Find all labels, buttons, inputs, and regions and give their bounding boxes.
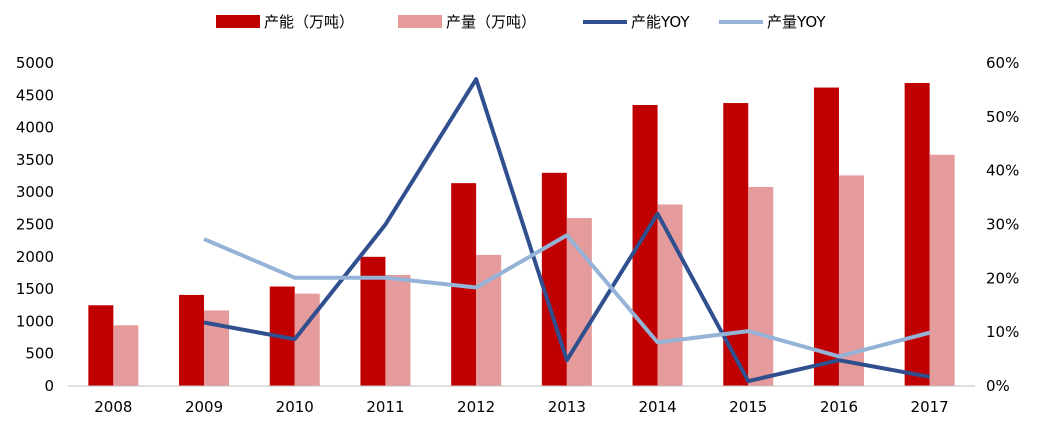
legend-item: 产量YOY <box>719 13 826 31</box>
y-left-tick: 2000 <box>16 248 54 266</box>
y-left-tick: 2500 <box>16 216 54 234</box>
line-output-yoy <box>203 233 931 359</box>
bar-capacity-2017 <box>904 83 930 386</box>
x-tick-label: 2017 <box>911 398 949 416</box>
y-left-tick: 4000 <box>16 119 54 137</box>
x-axis: 2008 2009 2010 2011 2012 2013 2014 2015 2016 2017 <box>94 398 948 416</box>
x-tick-label: 2011 <box>366 398 404 416</box>
bar-capacity-2016 <box>813 87 839 386</box>
legend-label: 产能（万吨） <box>264 13 354 31</box>
bar-output-2008 <box>113 325 139 386</box>
y-left-tick: 0 <box>44 377 54 395</box>
y-left-tick: 5000 <box>16 54 54 72</box>
x-tick-label: 2008 <box>94 398 132 416</box>
bar-output-2011 <box>385 274 411 386</box>
y-right-tick: 40% <box>986 162 1019 180</box>
legend-swatch <box>216 15 260 28</box>
legend-label: 产量（万吨） <box>446 13 536 31</box>
bar-output-2017 <box>929 154 955 386</box>
legend-item: 产量（万吨） <box>398 13 536 31</box>
legend-label: 产量YOY <box>767 13 826 31</box>
bar-output-2015 <box>748 187 774 386</box>
bar-capacity-2009 <box>179 294 205 386</box>
bar-output-2013 <box>566 218 592 386</box>
y-right-tick: 20% <box>986 269 1019 287</box>
y-axis-left: 0 500 1000 1500 2000 2500 3000 3500 4000 4500 5000 <box>16 54 54 395</box>
y-left-tick: 3500 <box>16 151 54 169</box>
y-left-tick: 500 <box>25 345 54 363</box>
legend-label: 产能YOY <box>631 13 690 31</box>
y-right-tick: 0% <box>986 377 1010 395</box>
x-tick-label: 2014 <box>638 398 676 416</box>
lines-layer <box>203 77 931 384</box>
legend-item: 产能（万吨） <box>216 13 354 31</box>
bar-output-2014 <box>657 204 683 386</box>
y-left-tick: 1000 <box>16 312 54 330</box>
y-right-tick: 60% <box>986 54 1019 72</box>
x-tick-label: 2010 <box>276 398 314 416</box>
x-tick-label: 2016 <box>820 398 858 416</box>
y-right-tick: 50% <box>986 108 1019 126</box>
legend-item: 产能YOY <box>583 13 690 31</box>
y-left-tick: 4500 <box>16 86 54 104</box>
y-axis-right: 0% 10% 20% 30% 40% 50% 60% <box>986 54 1019 395</box>
legend: 产能（万吨） 产量（万吨） 产能YOY 产量YOY <box>216 13 826 31</box>
x-tick-label: 2009 <box>185 398 223 416</box>
x-tick-label: 2013 <box>548 398 586 416</box>
y-right-tick: 30% <box>986 216 1019 234</box>
line-capacity-yoy <box>203 77 931 384</box>
x-tick-label: 2015 <box>729 398 767 416</box>
bar-output-2010 <box>294 293 320 386</box>
legend-swatch <box>398 15 442 28</box>
x-tick-label: 2012 <box>457 398 495 416</box>
y-left-tick: 1500 <box>16 280 54 298</box>
bar-capacity-2008 <box>88 305 114 386</box>
y-left-tick: 3000 <box>16 183 54 201</box>
y-right-tick: 10% <box>986 323 1019 341</box>
bars-layer <box>88 83 955 387</box>
